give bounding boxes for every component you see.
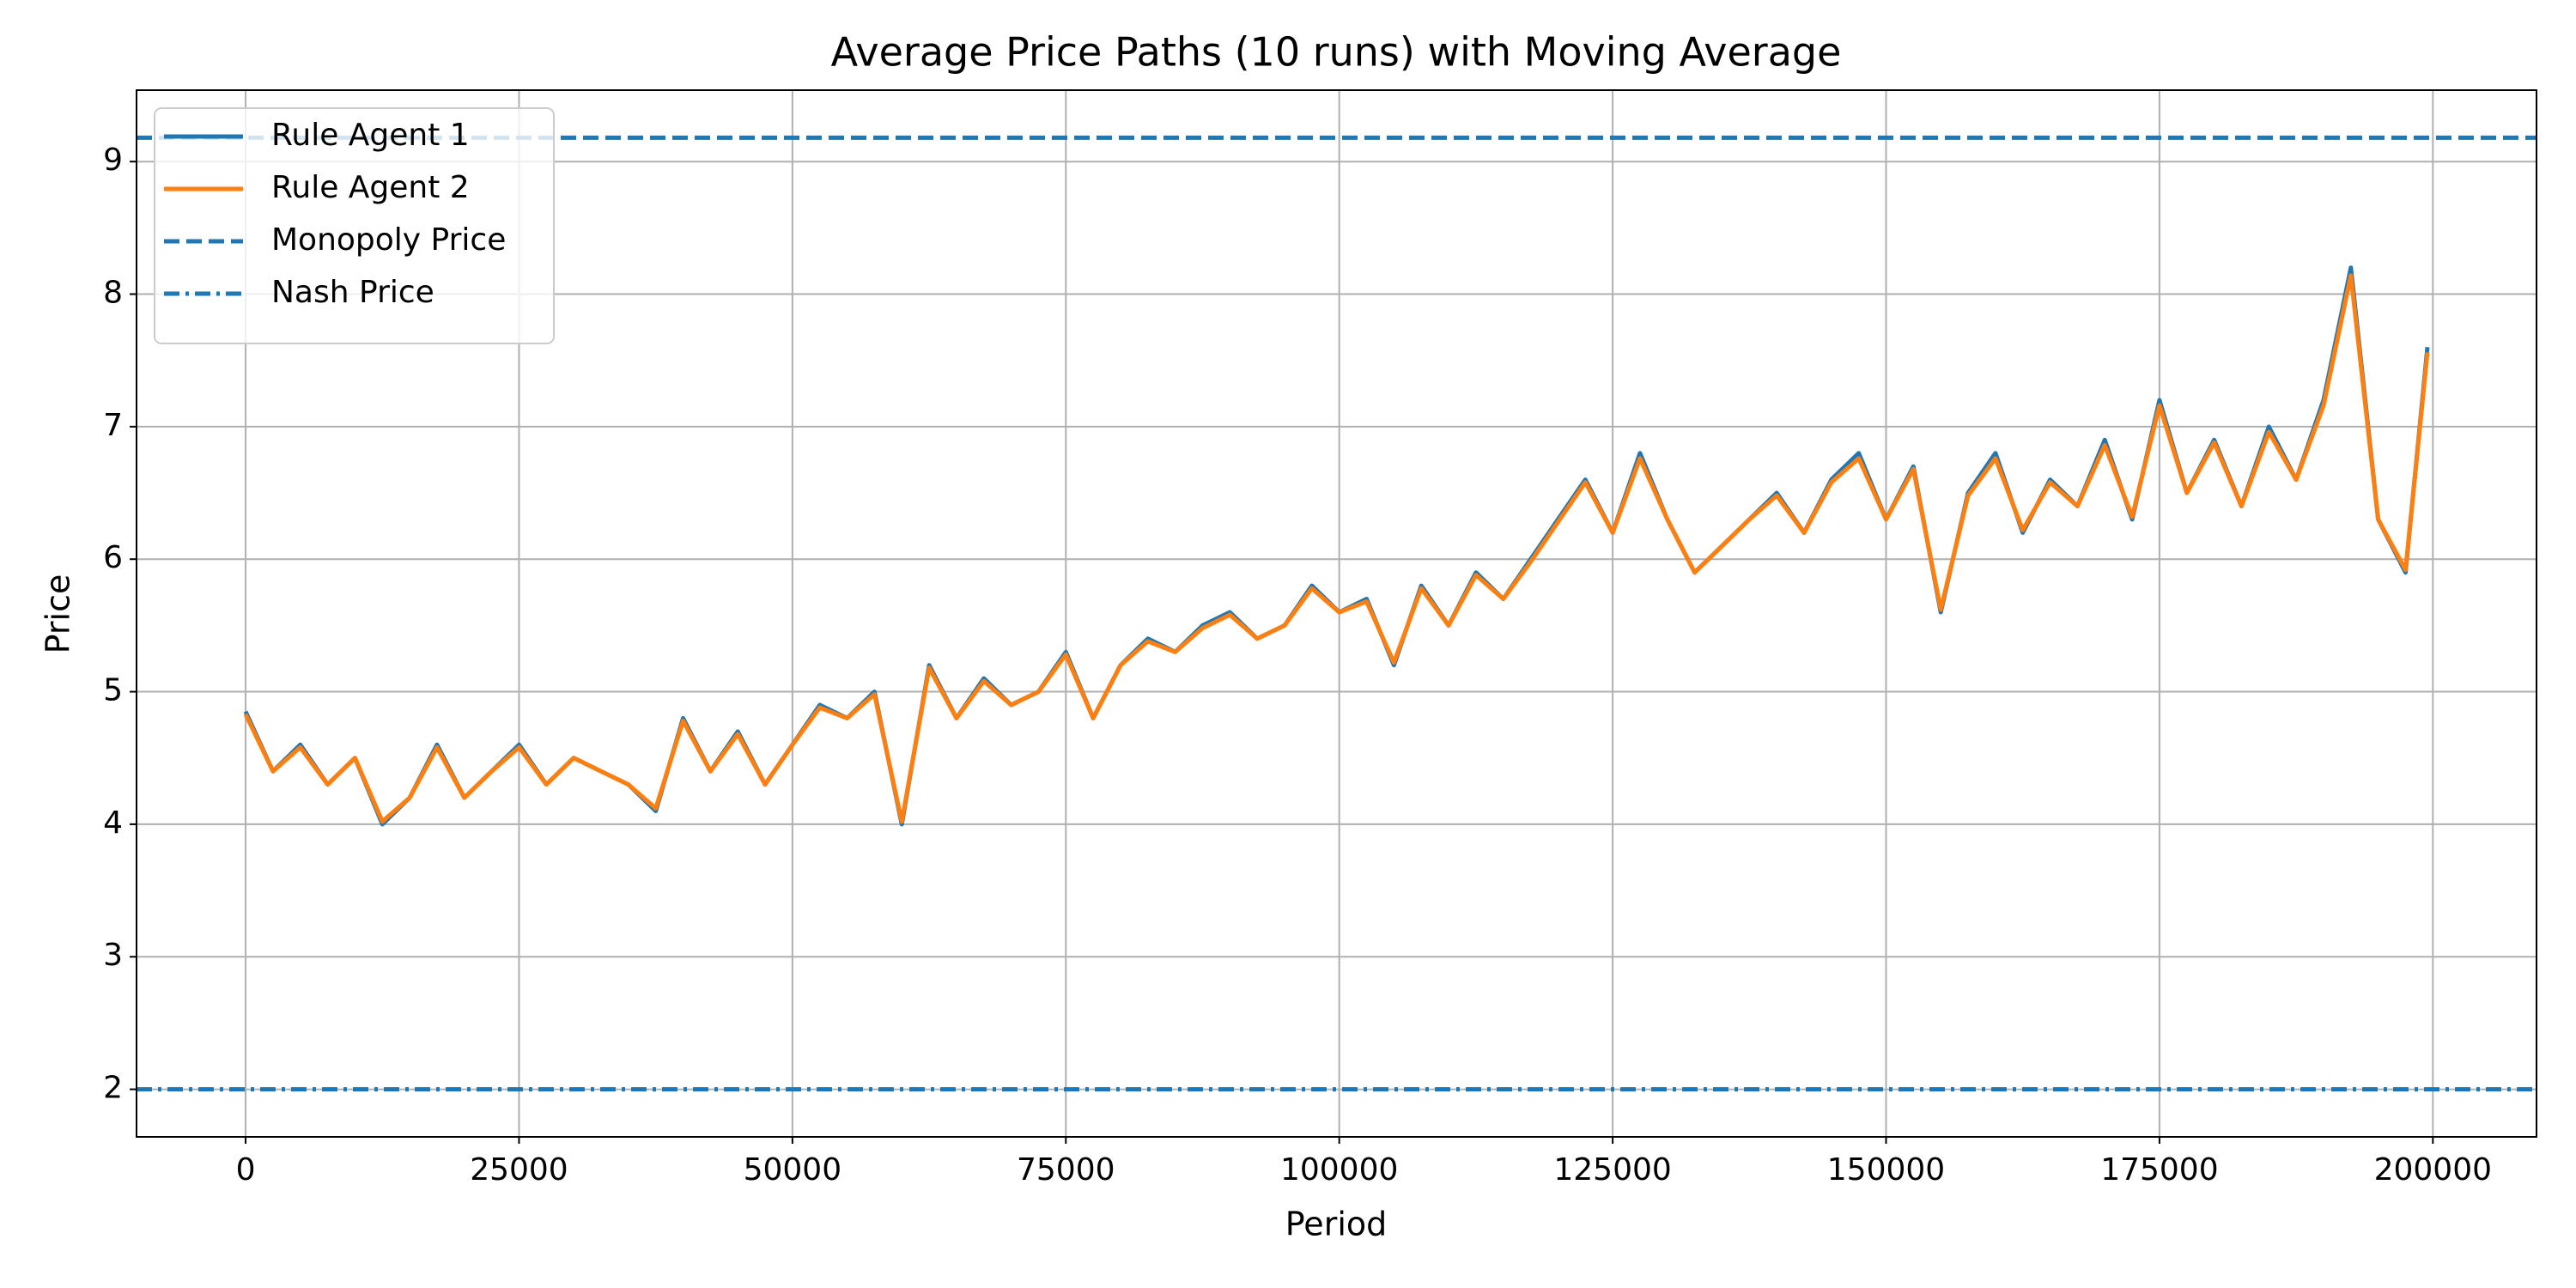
plot-frame xyxy=(136,89,2537,1138)
data-line xyxy=(243,273,2430,824)
y-tick-label: 7 xyxy=(103,408,123,443)
data-line xyxy=(243,265,2430,827)
y-tick-label: 8 xyxy=(103,276,123,311)
legend-label: Nash Price xyxy=(271,275,434,310)
legend: Rule Agent 1 Rule Agent 2 Monopoly Price Na… xyxy=(154,107,555,344)
x-axis-label: Period xyxy=(1285,1206,1388,1243)
x-tick-label: 75000 xyxy=(1017,1152,1115,1188)
x-tick-label: 100000 xyxy=(1280,1152,1398,1188)
legend-label: Rule Agent 1 xyxy=(271,118,470,153)
x-tick-label: 175000 xyxy=(2100,1152,2218,1188)
chart-title: Average Price Paths (10 runs) with Movin… xyxy=(831,29,1842,76)
y-tick-label: 4 xyxy=(103,805,123,841)
x-tick-label: 150000 xyxy=(1827,1152,1945,1188)
y-axis-label: Price xyxy=(39,574,77,654)
y-tick-label: 2 xyxy=(103,1071,123,1106)
legend-label: Rule Agent 2 xyxy=(271,170,470,205)
y-tick-label: 5 xyxy=(103,673,123,708)
x-tick-label: 0 xyxy=(236,1152,256,1188)
y-tick-label: 3 xyxy=(103,938,123,973)
x-tick-label: 25000 xyxy=(470,1152,568,1188)
x-tick-label: 200000 xyxy=(2374,1152,2492,1188)
y-tick-label: 6 xyxy=(103,540,123,575)
y-tick-label: 9 xyxy=(103,143,123,178)
legend-label: Monopoly Price xyxy=(271,222,506,258)
x-tick-label: 50000 xyxy=(744,1152,842,1188)
x-tick-label: 125000 xyxy=(1553,1152,1671,1188)
legend-box xyxy=(154,107,555,344)
